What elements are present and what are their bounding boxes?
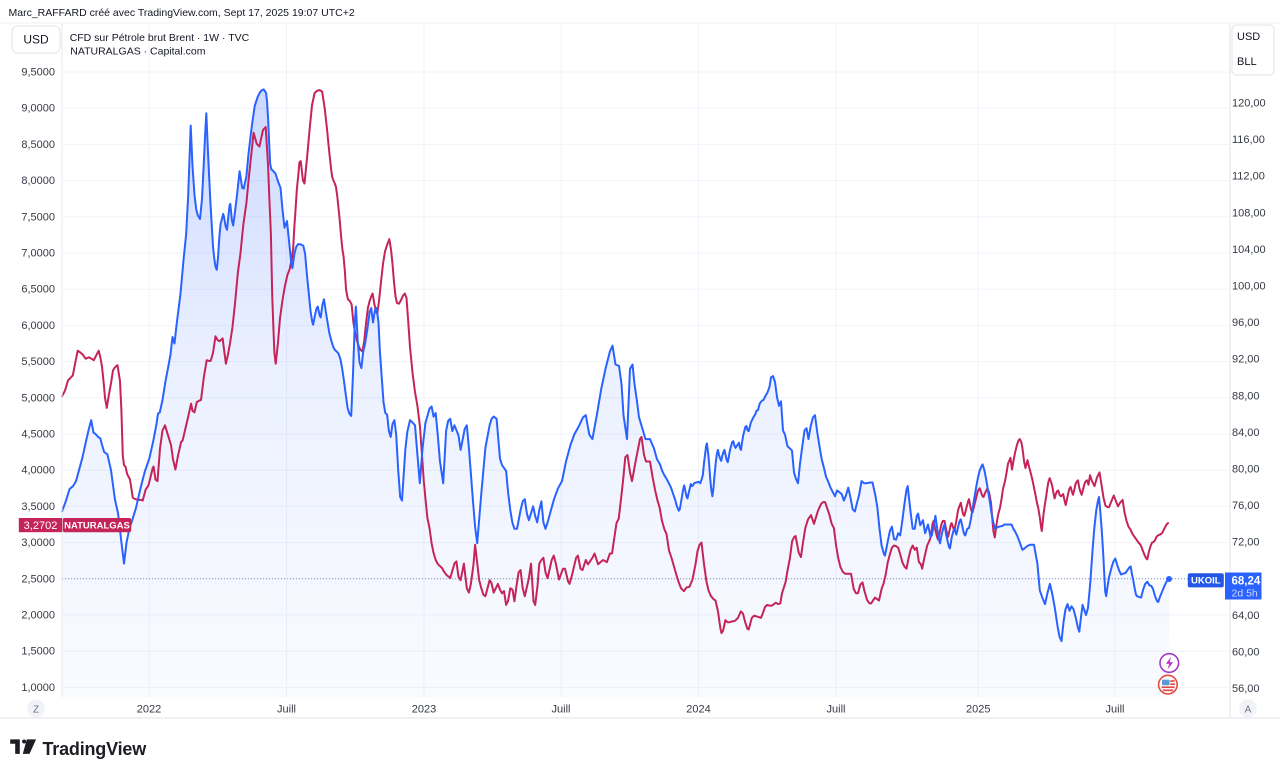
svg-text:104,00: 104,00: [1232, 244, 1266, 256]
svg-text:TradingView: TradingView: [43, 739, 148, 759]
svg-text:2d 5h: 2d 5h: [1232, 588, 1258, 600]
svg-text:USD: USD: [23, 33, 49, 47]
svg-text:6,0000: 6,0000: [21, 320, 55, 332]
svg-text:100,00: 100,00: [1232, 281, 1266, 293]
svg-text:64,00: 64,00: [1232, 610, 1260, 622]
svg-text:UKOIL: UKOIL: [1191, 576, 1221, 587]
svg-text:60,00: 60,00: [1232, 647, 1260, 659]
svg-text:1,5000: 1,5000: [21, 646, 55, 658]
svg-text:5,0000: 5,0000: [21, 392, 55, 404]
svg-text:1,0000: 1,0000: [21, 682, 55, 694]
svg-text:108,00: 108,00: [1232, 207, 1266, 219]
svg-text:9,0000: 9,0000: [21, 103, 55, 115]
svg-text:120,00: 120,00: [1232, 98, 1266, 110]
svg-text:CFD sur Pétrole brut Brent · 1: CFD sur Pétrole brut Brent · 1W · TVC: [70, 32, 250, 44]
svg-text:80,00: 80,00: [1232, 464, 1260, 476]
svg-text:Marc_RAFFARD créé avec Trading: Marc_RAFFARD créé avec TradingView.com, …: [9, 7, 355, 19]
svg-text:112,00: 112,00: [1232, 171, 1265, 183]
svg-text:2024: 2024: [686, 704, 710, 716]
svg-text:76,00: 76,00: [1232, 500, 1260, 512]
svg-text:92,00: 92,00: [1232, 354, 1260, 366]
svg-text:USD: USD: [1237, 31, 1260, 43]
svg-text:BLL: BLL: [1237, 56, 1257, 68]
svg-text:7,0000: 7,0000: [21, 248, 55, 260]
svg-text:Juill: Juill: [1106, 704, 1125, 716]
svg-text:8,5000: 8,5000: [21, 139, 55, 151]
svg-text:Juill: Juill: [827, 704, 846, 716]
svg-text:Juill: Juill: [277, 704, 296, 716]
svg-text:2022: 2022: [137, 704, 161, 716]
svg-text:2023: 2023: [412, 704, 436, 716]
svg-text:84,00: 84,00: [1232, 427, 1260, 439]
svg-text:3,2702: 3,2702: [24, 520, 58, 532]
svg-text:68,24: 68,24: [1232, 576, 1261, 588]
svg-text:NATURALGAS · Capital.com: NATURALGAS · Capital.com: [70, 45, 205, 57]
svg-text:8,0000: 8,0000: [21, 175, 55, 187]
svg-text:116,00: 116,00: [1232, 134, 1265, 146]
svg-text:6,5000: 6,5000: [21, 284, 55, 296]
svg-text:4,5000: 4,5000: [21, 429, 55, 441]
svg-text:2025: 2025: [966, 704, 990, 716]
svg-text:96,00: 96,00: [1232, 317, 1260, 329]
svg-text:7,5000: 7,5000: [21, 211, 55, 223]
svg-text:4,0000: 4,0000: [21, 465, 55, 477]
svg-text:88,00: 88,00: [1232, 390, 1260, 402]
svg-text:72,00: 72,00: [1232, 537, 1260, 549]
svg-text:NATURALGAS: NATURALGAS: [64, 521, 130, 532]
svg-text:5,5000: 5,5000: [21, 356, 55, 368]
svg-text:3,0000: 3,0000: [21, 537, 55, 549]
svg-text:2,0000: 2,0000: [21, 610, 55, 622]
svg-text:9,5000: 9,5000: [21, 67, 55, 79]
svg-text:56,00: 56,00: [1232, 683, 1260, 695]
svg-text:Z: Z: [33, 705, 39, 716]
svg-text:2,5000: 2,5000: [21, 573, 55, 585]
svg-text:Juill: Juill: [552, 704, 571, 716]
svg-text:A: A: [1245, 705, 1252, 716]
svg-text:3,5000: 3,5000: [21, 501, 55, 513]
